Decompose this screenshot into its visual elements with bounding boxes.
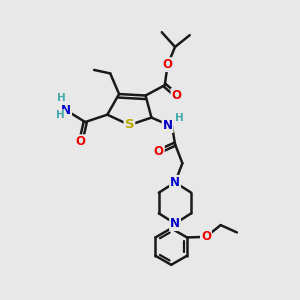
Text: N: N <box>163 119 173 132</box>
Text: O: O <box>76 135 86 148</box>
Text: H: H <box>175 112 184 123</box>
Text: N: N <box>170 217 180 230</box>
Text: O: O <box>172 89 182 102</box>
Text: H: H <box>57 94 66 103</box>
Text: N: N <box>61 104 71 117</box>
Text: O: O <box>154 145 164 158</box>
Text: H: H <box>56 110 64 120</box>
Text: N: N <box>170 176 180 189</box>
Text: O: O <box>163 58 173 71</box>
Text: S: S <box>124 118 134 131</box>
Text: O: O <box>201 230 211 243</box>
